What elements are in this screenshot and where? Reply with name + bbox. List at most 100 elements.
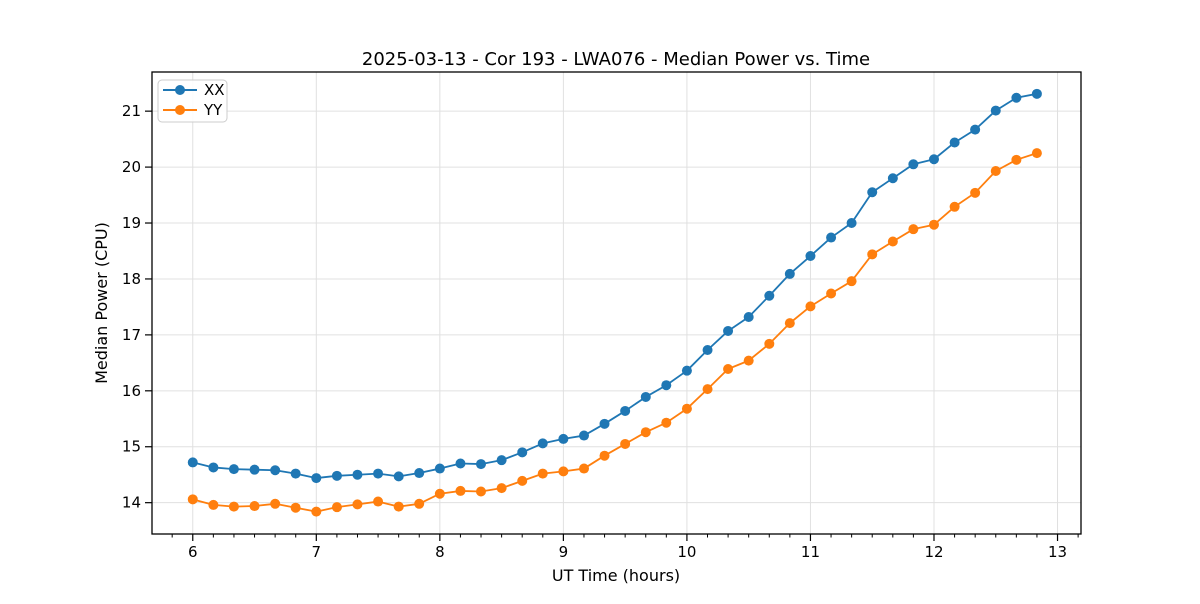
data-point-xx bbox=[887, 173, 898, 184]
data-point-xx bbox=[311, 473, 322, 484]
legend-label-xx: XX bbox=[204, 81, 225, 99]
data-point-xx bbox=[784, 268, 795, 279]
data-point-yy bbox=[352, 499, 363, 510]
data-point-yy bbox=[290, 502, 301, 513]
data-point-xx bbox=[681, 365, 692, 376]
legend: XX YY bbox=[157, 79, 228, 123]
data-point-xx bbox=[579, 430, 590, 441]
data-point-xx bbox=[290, 468, 301, 479]
y-tick-label: 15 bbox=[122, 438, 141, 456]
data-point-yy bbox=[208, 499, 219, 510]
data-point-yy bbox=[475, 486, 486, 497]
data-point-xx bbox=[764, 290, 775, 301]
data-point-yy bbox=[928, 219, 939, 230]
tick-labels: 6 7 8 9 10 11 12 13 14 15 16 17 18 19 20 21 bbox=[122, 102, 1067, 561]
x-axis-label: UT Time (hours) bbox=[552, 566, 680, 585]
data-point-yy bbox=[414, 498, 425, 509]
data-point-yy bbox=[661, 417, 672, 428]
data-point-yy bbox=[784, 318, 795, 329]
data-point-yy bbox=[496, 483, 507, 494]
data-point-xx bbox=[249, 464, 260, 475]
data-point-yy bbox=[373, 496, 384, 507]
grid-lines bbox=[152, 72, 1081, 534]
data-point-yy bbox=[228, 501, 239, 512]
data-point-xx bbox=[373, 468, 384, 479]
y-tick-label: 18 bbox=[122, 270, 141, 288]
data-point-yy bbox=[908, 224, 919, 235]
data-point-yy bbox=[970, 187, 981, 198]
data-point-xx bbox=[352, 469, 363, 480]
data-point-yy bbox=[640, 427, 651, 438]
data-point-xx bbox=[867, 187, 878, 198]
data-point-yy bbox=[949, 201, 960, 212]
data-point-yy bbox=[393, 501, 404, 512]
y-tick-label: 20 bbox=[122, 158, 141, 176]
data-point-xx bbox=[805, 251, 816, 262]
axis-ticks bbox=[145, 110, 1079, 541]
chart-title: 2025-03-13 - Cor 193 - LWA076 - Median P… bbox=[362, 49, 870, 70]
x-tick-label: 9 bbox=[559, 543, 569, 561]
y-axis-label: Median Power (CPU) bbox=[92, 222, 111, 384]
x-tick-label: 6 bbox=[188, 543, 198, 561]
data-point-xx bbox=[1011, 92, 1022, 103]
data-point-xx bbox=[517, 447, 528, 458]
y-tick-label: 16 bbox=[122, 382, 141, 400]
legend-marker-xx-icon bbox=[175, 85, 185, 95]
x-tick-label: 7 bbox=[312, 543, 322, 561]
data-point-xx bbox=[928, 154, 939, 165]
data-point-xx bbox=[949, 137, 960, 148]
data-point-yy bbox=[599, 450, 610, 461]
data-point-yy bbox=[1011, 154, 1022, 165]
data-point-yy bbox=[311, 506, 322, 517]
data-point-yy bbox=[887, 236, 898, 247]
data-point-yy bbox=[455, 485, 466, 496]
series-line-xx bbox=[192, 92, 1038, 479]
x-tick-label: 11 bbox=[801, 543, 820, 561]
legend-label-yy: YY bbox=[203, 101, 223, 119]
data-point-xx bbox=[455, 458, 466, 469]
x-tick-label: 10 bbox=[677, 543, 696, 561]
y-tick-label: 19 bbox=[122, 214, 141, 232]
y-tick-label: 14 bbox=[122, 494, 141, 512]
data-point-yy bbox=[1031, 148, 1042, 159]
data-point-yy bbox=[331, 502, 342, 513]
data-point-yy bbox=[826, 288, 837, 299]
x-tick-label: 13 bbox=[1048, 543, 1067, 561]
legend-marker-yy-icon bbox=[175, 105, 185, 115]
data-point-yy bbox=[579, 463, 590, 474]
data-point-yy bbox=[990, 166, 1001, 176]
y-tick-label: 21 bbox=[122, 102, 141, 120]
data-point-xx bbox=[187, 457, 198, 468]
x-tick-label: 12 bbox=[924, 543, 943, 561]
data-point-yy bbox=[187, 494, 198, 505]
data-point-xx bbox=[1031, 88, 1042, 99]
y-tick-label: 17 bbox=[122, 326, 141, 344]
data-point-xx bbox=[661, 380, 672, 391]
x-tick-label: 8 bbox=[435, 543, 445, 561]
data-point-xx bbox=[599, 418, 610, 429]
data-point-xx bbox=[537, 438, 548, 449]
data-point-yy bbox=[846, 276, 857, 287]
data-point-xx bbox=[331, 470, 342, 481]
data-point-xx bbox=[970, 124, 981, 135]
data-point-yy bbox=[620, 438, 631, 449]
data-point-xx bbox=[990, 105, 1001, 116]
data-point-yy bbox=[537, 468, 548, 479]
data-point-xx bbox=[434, 463, 445, 474]
data-point-xx bbox=[475, 459, 486, 470]
data-point-yy bbox=[764, 338, 775, 349]
data-point-xx bbox=[743, 311, 754, 322]
data-point-xx bbox=[846, 218, 857, 229]
data-point-yy bbox=[867, 249, 878, 260]
data-point-yy bbox=[434, 488, 445, 499]
data-point-yy bbox=[702, 384, 713, 395]
data-point-xx bbox=[270, 465, 281, 476]
data-point-xx bbox=[228, 464, 239, 475]
data-point-yy bbox=[270, 498, 281, 509]
data-point-yy bbox=[558, 466, 569, 477]
data-point-yy bbox=[723, 364, 734, 374]
data-point-xx bbox=[414, 468, 425, 479]
data-point-xx bbox=[393, 471, 404, 482]
data-point-yy bbox=[805, 301, 816, 312]
